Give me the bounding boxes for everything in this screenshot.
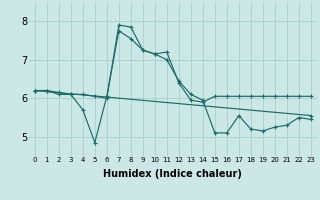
X-axis label: Humidex (Indice chaleur): Humidex (Indice chaleur) [103,169,242,179]
